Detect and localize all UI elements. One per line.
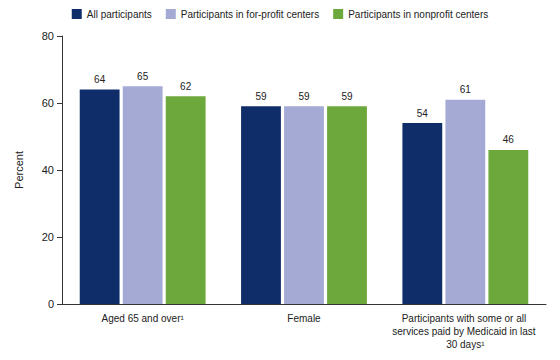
svg-text:62: 62 bbox=[180, 81, 192, 92]
svg-text:services paid by Medicaid in l: services paid by Medicaid in last bbox=[392, 326, 538, 337]
svg-text:59: 59 bbox=[298, 91, 310, 102]
svg-text:Participants in nonprofit cent: Participants in nonprofit centers bbox=[348, 9, 488, 20]
svg-text:64: 64 bbox=[94, 74, 106, 85]
svg-text:0: 0 bbox=[48, 298, 54, 310]
svg-text:61: 61 bbox=[460, 84, 472, 95]
svg-text:59: 59 bbox=[255, 91, 267, 102]
svg-text:20: 20 bbox=[42, 231, 54, 243]
svg-text:59: 59 bbox=[341, 91, 353, 102]
svg-text:Participants in for-profit cen: Participants in for-profit centers bbox=[181, 9, 319, 20]
svg-text:All participants: All participants bbox=[87, 9, 152, 20]
svg-text:65: 65 bbox=[137, 71, 149, 82]
svg-text:46: 46 bbox=[503, 134, 515, 145]
svg-text:Participants with some or all: Participants with some or all bbox=[402, 313, 529, 324]
svg-text:54: 54 bbox=[417, 108, 429, 119]
svg-text:30 days¹: 30 days¹ bbox=[446, 339, 485, 350]
svg-text:Aged 65 and over¹: Aged 65 and over¹ bbox=[102, 313, 185, 324]
svg-text:Female: Female bbox=[287, 313, 321, 324]
svg-text:60: 60 bbox=[42, 97, 54, 109]
svg-text:80: 80 bbox=[42, 30, 54, 42]
svg-text:40: 40 bbox=[42, 164, 54, 176]
svg-text:Percent: Percent bbox=[13, 151, 25, 189]
